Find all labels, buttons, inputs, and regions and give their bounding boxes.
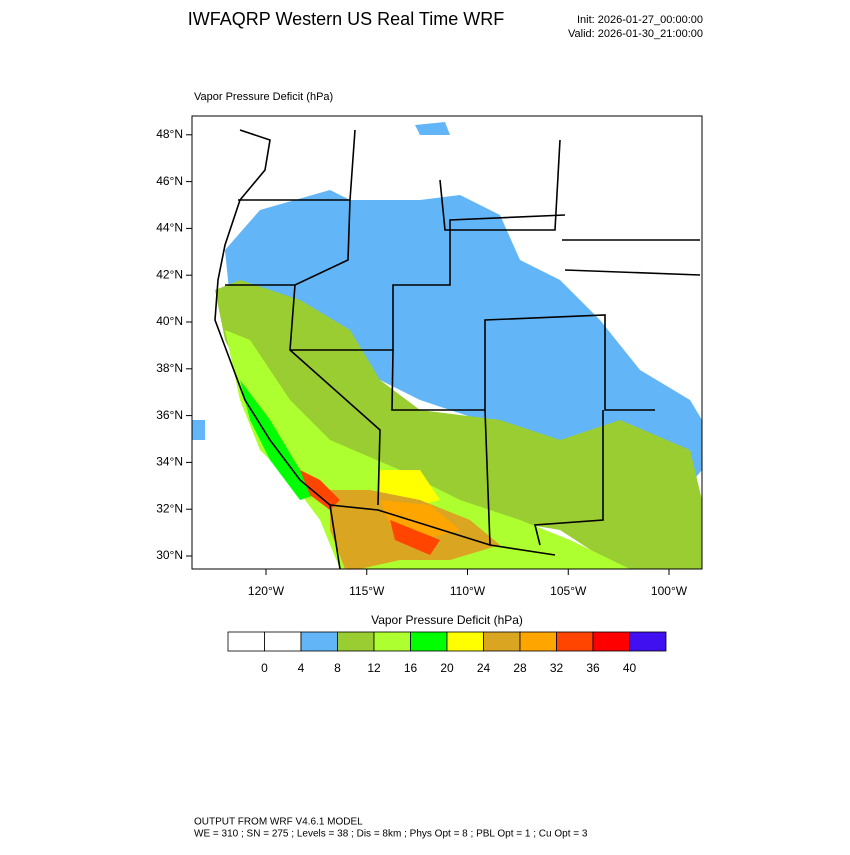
colorbar-box [629,631,667,652]
borders [214,129,701,569]
field-area [192,420,205,440]
lat-tick-label: 34°N [156,455,183,469]
field-area [240,380,330,500]
colorbar-title: Vapor Pressure Deficit (hPa) [371,613,523,627]
colorbar-box [410,631,448,652]
field-area [415,122,450,135]
lon-tick-label: 115°W [349,584,385,598]
colorbar-label: 12 [367,661,381,675]
map-frame [191,115,703,570]
colorbar: 0 4 8 12 16 20 24 28 32 36 40 [227,631,667,675]
colorbar-label: 4 [298,661,305,675]
lon-tick-label: 120°W [248,584,285,598]
field-area [225,330,630,569]
colorbar-box [337,631,375,652]
lat-tick-label: 48°N [156,127,183,141]
init-time: Init: 2026-01-27_00:00:00 [577,14,703,26]
lat-tick-label: 46°N [156,174,183,188]
lat-tick-label: 38°N [156,361,183,375]
colorbar-label: 0 [261,661,268,675]
colorbar-label: 36 [586,661,600,675]
lon-tick-label: 100°W [651,584,688,598]
lat-tick-label: 30°N [156,548,183,562]
colorbar-label: 28 [513,661,527,675]
colorbar-label: 40 [623,661,637,675]
colorbar-box [592,631,630,652]
colorbar-label: 24 [477,661,491,675]
colorbar-box [264,631,302,652]
lat-tick-label: 32°N [156,501,183,515]
valid-time: Valid: 2026-01-30_21:00:00 [568,28,703,40]
lat-tick-label: 44°N [156,221,183,235]
footer-line: OUTPUT FROM WRF V4.6.1 MODEL [194,817,363,828]
field-area [215,280,702,569]
colorbar-box [373,631,411,652]
colorbar-box [446,631,484,652]
colorbar-box [227,631,265,652]
lat-tick-label: 36°N [156,408,183,422]
field-area [300,470,340,510]
lon-tick-label: 105°W [550,584,587,598]
colorbar-label: 20 [440,661,454,675]
colorbar-box [300,631,338,652]
map-label: Vapor Pressure Deficit (hPa) [194,91,333,103]
colorbar-label: 8 [334,661,341,675]
colorbar-box [556,631,594,652]
colorbar-label: 32 [550,661,564,675]
lat-tick-label: 42°N [156,267,183,281]
colorbar-box [483,631,521,652]
field-area [390,520,440,555]
map [192,116,702,569]
footer-line: WE = 310 ; SN = 275 ; Levels = 38 ; Dis … [194,829,588,840]
colorbar-box [519,631,557,652]
lat-tick-label: 40°N [156,314,183,328]
colorbar-label: 16 [404,661,418,675]
lon-tick-label: 110°W [450,584,486,598]
title: IWFAQRP Western US Real Time WRF [188,9,504,29]
